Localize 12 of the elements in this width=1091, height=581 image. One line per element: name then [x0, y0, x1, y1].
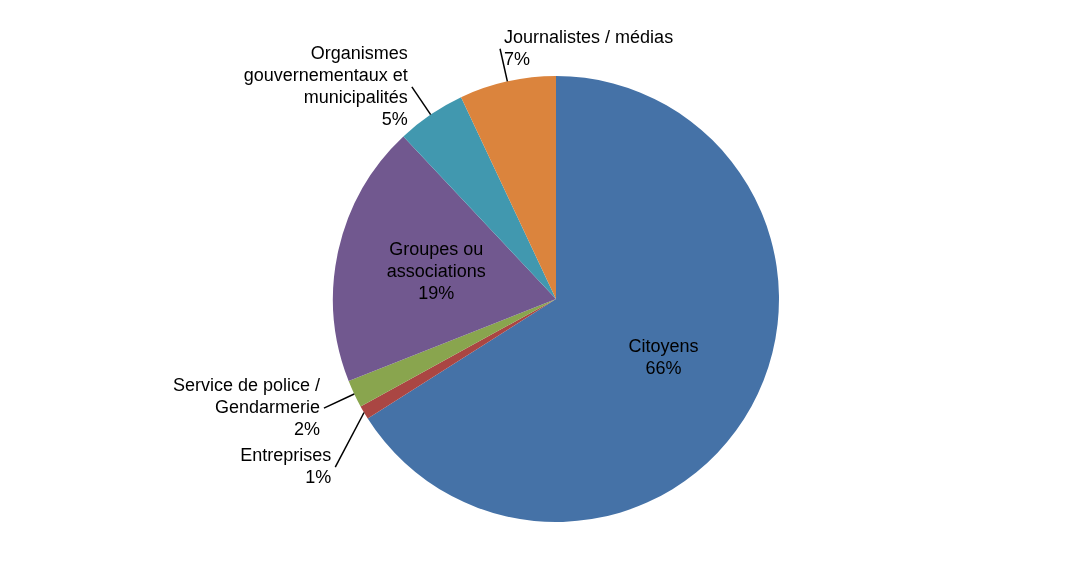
data-label: 7%: [504, 48, 531, 69]
slice-label: Organismes gouvernementaux et municipalités: [243, 42, 408, 107]
data-label: 66%: [645, 358, 682, 379]
data-label: 19%: [418, 283, 455, 304]
data-label: 5%: [381, 108, 408, 129]
slice-label: Groupes ou associations: [386, 239, 486, 282]
slice-label: Entreprises: [240, 445, 332, 466]
slice-label: Journalistes / médias: [504, 26, 674, 47]
data-label: 2%: [293, 419, 320, 440]
slice-label: Citoyens: [628, 336, 699, 357]
slice-label: Service de police / Gendarmerie: [172, 375, 320, 418]
data-label: 1%: [305, 467, 332, 488]
